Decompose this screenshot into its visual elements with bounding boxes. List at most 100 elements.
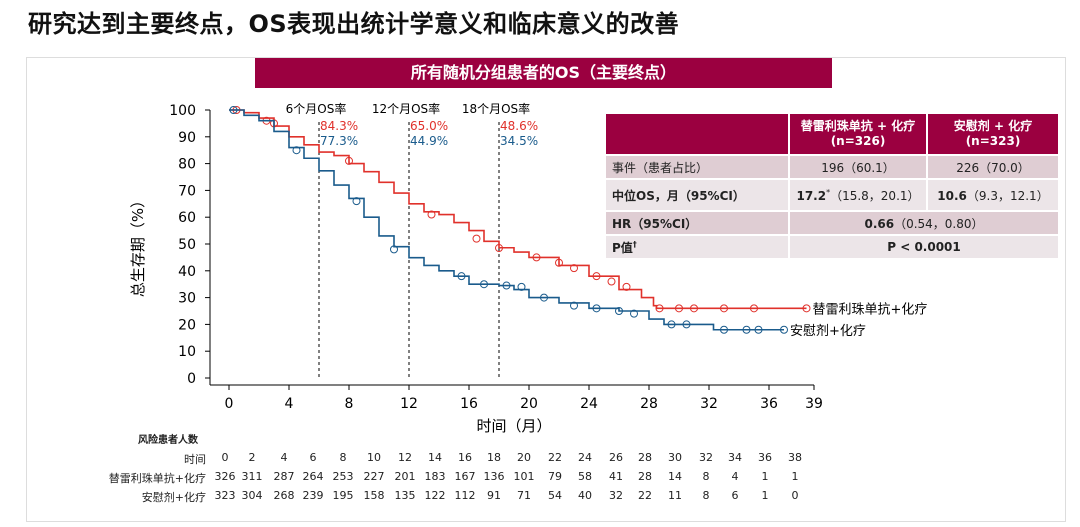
risk-time: 38 (788, 451, 802, 464)
series-label: 安慰剂+化疗 (790, 324, 866, 339)
censor-mark (390, 245, 398, 254)
km-curve-tislelizumab (229, 109, 807, 310)
slide-title: 研究达到主要终点，OS表现出统计学意义和临床意义的改善 (28, 10, 680, 38)
censor-mark (675, 304, 683, 313)
risk-time: 34 (728, 451, 742, 464)
risk-count: 6 (731, 489, 739, 502)
risk-time: 4 (280, 451, 288, 464)
risk-time: 20 (517, 451, 531, 464)
censor-mark (615, 307, 623, 315)
censor-mark (630, 309, 638, 318)
risk-count: 227 (363, 470, 385, 483)
x-tick-label: 28 (640, 396, 658, 412)
x-tick-label: 36 (760, 396, 778, 412)
risk-time: 16 (458, 451, 472, 464)
x-tick-label: 39 (805, 396, 823, 412)
y-tick-label: 70 (178, 183, 196, 199)
risk-time: 2 (248, 451, 256, 464)
landmark-rate-b: 44.9% (410, 134, 448, 148)
y-tick-label: 0 (187, 371, 196, 387)
risk-count: 253 (332, 470, 354, 483)
risk-count: 14 (668, 470, 682, 483)
risk-count: 183 (424, 470, 446, 483)
y-tick-label: 40 (178, 264, 196, 280)
landmark-rate-a: 48.6% (500, 119, 538, 133)
y-tick-label: 100 (169, 103, 196, 119)
risk-count: 71 (517, 489, 531, 502)
censor-mark (502, 281, 511, 290)
x-axis-label: 时间（月） (476, 417, 551, 435)
p-label: P值† (604, 234, 790, 260)
censor-mark (690, 304, 698, 313)
x-tick-label: 0 (225, 396, 234, 412)
censor-mark (607, 277, 616, 286)
landmark-rate-a: 65.0% (410, 119, 448, 133)
risk-count: 8 (702, 470, 710, 483)
landmark-label: 18个月OS率 (462, 101, 530, 116)
landmark-label: 6个月OS率 (286, 101, 347, 116)
censor-mark (682, 320, 691, 329)
risk-count: 158 (363, 489, 385, 502)
risk-count: 326 (214, 470, 236, 483)
events-label: 事件（患者占比） (604, 154, 790, 180)
censor-mark (802, 304, 811, 313)
censor-mark (540, 293, 548, 302)
risk-count: 201 (394, 470, 416, 483)
censor-mark (352, 197, 361, 206)
censor-mark (472, 234, 481, 243)
y-tick-label: 20 (178, 317, 196, 333)
landmark-rate-a: 84.3% (320, 119, 358, 133)
series-label: 替雷利珠单抗+化疗 (813, 302, 928, 317)
risk-count: 79 (548, 470, 562, 483)
risk-time: 24 (578, 451, 592, 464)
risk-time: 10 (367, 451, 381, 464)
risk-count: 1 (791, 470, 799, 483)
hr-value: 0.66（0.54，0.80） (788, 210, 1060, 236)
landmark-rate-b: 77.3% (320, 134, 358, 148)
figure-banner: 所有随机分组患者的OS（主要终点） (255, 58, 832, 88)
risk-time-label: 时间 (184, 453, 206, 466)
censor-mark (742, 325, 751, 334)
censor-mark (667, 320, 676, 329)
y-tick-label: 80 (178, 157, 196, 173)
censor-mark (780, 325, 788, 334)
censor-mark (592, 272, 601, 281)
censor-mark (622, 282, 631, 291)
risk-count: 4 (731, 470, 739, 483)
figure-frame (26, 57, 1066, 522)
censor-mark (229, 106, 238, 114)
risk-time: 32 (699, 451, 713, 464)
km-curve-placebo (229, 109, 784, 331)
risk-time: 18 (487, 451, 501, 464)
risk-count: 91 (487, 489, 501, 502)
censor-mark (750, 304, 758, 313)
risk-count: 311 (241, 470, 263, 483)
censor-mark (555, 258, 563, 267)
x-tick-label: 8 (345, 396, 354, 412)
risk-row-label: 替雷利珠单抗+化疗 (108, 472, 206, 485)
risk-count: 268 (273, 489, 295, 502)
x-tick-label: 16 (460, 396, 478, 412)
header-empty (604, 112, 790, 156)
x-tick-label: 24 (580, 396, 598, 412)
risk-count: 54 (548, 489, 562, 502)
risk-count: 32 (609, 489, 623, 502)
risk-count: 41 (609, 470, 623, 483)
events-b: 226（70.0） (926, 154, 1060, 180)
censor-mark (517, 282, 526, 291)
risk-count: 101 (513, 470, 535, 483)
median-b: 10.6（9.3，12.1） (926, 178, 1060, 212)
censor-mark (720, 325, 728, 334)
censor-mark (720, 304, 728, 313)
risk-count: 287 (273, 470, 295, 483)
risk-count: 112 (454, 489, 476, 502)
censor-mark (495, 244, 503, 253)
censor-mark (345, 156, 353, 165)
risk-time: 22 (548, 451, 562, 464)
censor-mark (655, 304, 664, 313)
y-tick-label: 90 (178, 130, 196, 146)
risk-time: 28 (638, 451, 652, 464)
os-summary-table: 替雷利珠单抗 + 化疗 (n=326) 安慰剂 + 化疗 (n=323) 事件（患者… (604, 112, 1060, 260)
risk-count: 122 (424, 489, 446, 502)
